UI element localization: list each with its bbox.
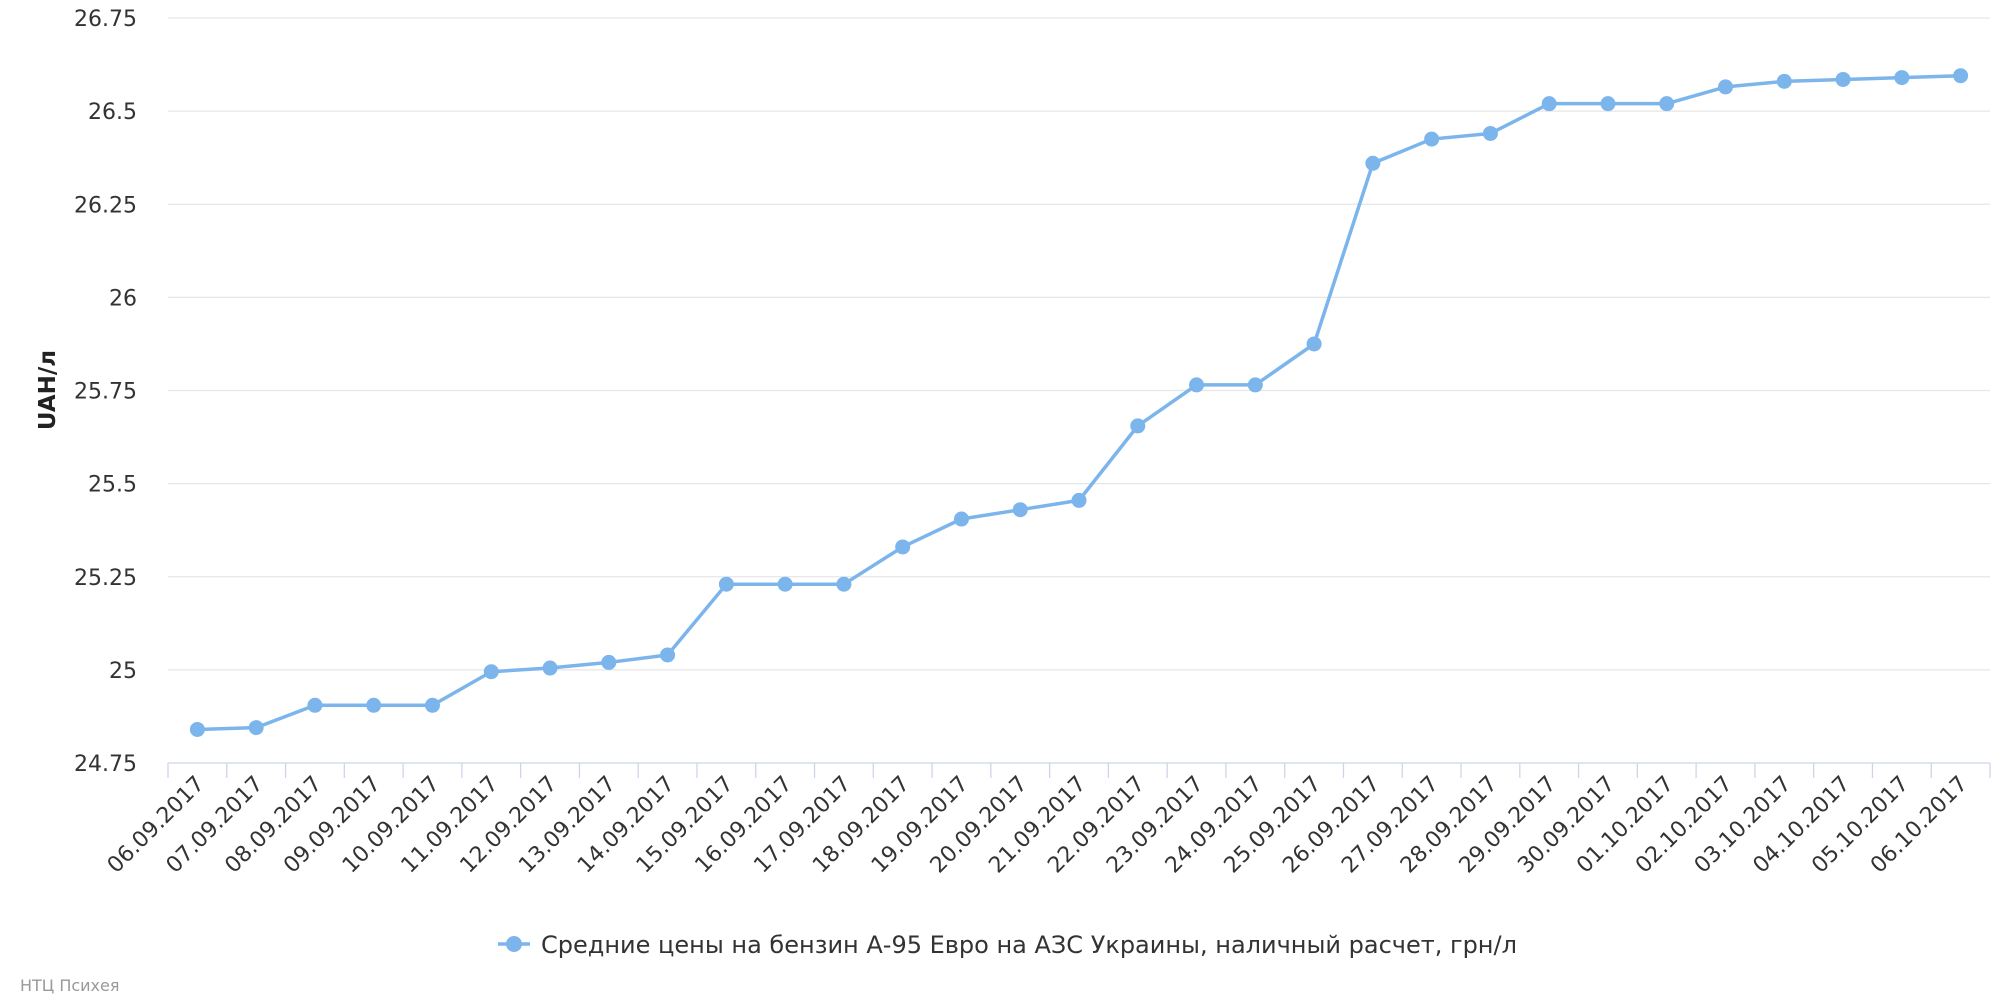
data-point[interactable] [718,576,734,592]
data-point[interactable] [953,511,969,527]
data-point[interactable] [1659,96,1675,112]
y-tick-label: 26.25 [74,193,137,218]
y-tick-label: 25.75 [74,380,137,405]
credits-label[interactable]: НТЦ Психея [20,976,119,995]
series-group [189,68,1969,737]
data-point[interactable] [542,660,558,676]
data-point[interactable] [1541,96,1557,112]
data-point[interactable] [1482,125,1498,141]
data-point[interactable] [1718,79,1734,95]
data-point[interactable] [1071,492,1087,508]
series-line[interactable] [195,73,1963,732]
data-point[interactable] [836,576,852,592]
data-point[interactable] [777,576,793,592]
grid-lines [168,17,1990,671]
data-point[interactable] [601,654,617,670]
data-point[interactable] [660,647,676,663]
data-point[interactable] [1776,73,1792,89]
y-axis-tick-labels: 24.75 25 25.25 25.5 25.75 26 26.25 26.5 26.75 [74,7,137,777]
x-axis-tick-labels: 06.09.201707.09.201708.09.201709.09.2017… [103,772,1973,879]
y-tick-label: 25.25 [74,566,137,591]
data-point[interactable] [248,720,264,736]
data-point[interactable] [895,539,911,555]
data-point[interactable] [1953,68,1969,84]
y-tick-label: 25 [109,659,137,684]
data-point[interactable] [424,697,440,713]
data-point[interactable] [1130,418,1146,434]
data-point[interactable] [366,697,382,713]
data-point[interactable] [1306,336,1322,352]
y-axis-title: UAH/л [35,350,61,430]
y-tick-label: 26.5 [88,100,137,125]
data-point[interactable] [1424,131,1440,147]
y-tick-label: 24.75 [74,752,137,777]
data-point[interactable] [1012,502,1028,518]
data-point[interactable] [1365,155,1381,171]
data-point[interactable] [1600,96,1616,112]
legend-item-label[interactable]: Средние цены на бензин А-95 Евро на АЗС … [541,931,1517,959]
data-point[interactable] [1247,377,1263,393]
data-point[interactable] [1835,71,1851,87]
data-point[interactable] [1189,377,1205,393]
data-point[interactable] [189,721,205,737]
legend[interactable]: Средние цены на бензин А-95 Евро на АЗС … [498,931,1517,959]
y-tick-label: 25.5 [88,473,137,498]
data-point[interactable] [1894,70,1910,86]
data-point[interactable] [307,697,323,713]
x-axis [167,762,1991,778]
data-point[interactable] [483,664,499,680]
legend-marker [506,936,522,952]
y-tick-label: 26.75 [74,7,137,32]
y-tick-label: 26 [109,286,137,311]
